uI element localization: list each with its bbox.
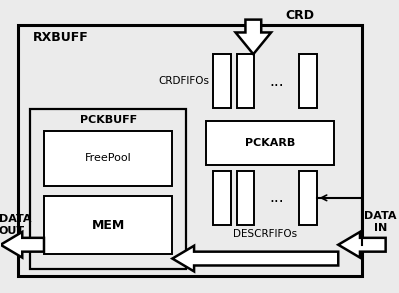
Bar [18,25,362,276]
Bar [206,121,334,165]
Text: DATA
OUT: DATA OUT [0,214,31,236]
Bar [213,171,231,225]
Bar [237,54,254,108]
Polygon shape [235,20,271,54]
Bar [30,110,186,270]
Text: ...: ... [269,74,284,89]
Text: PCKBUFF: PCKBUFF [80,115,137,125]
Bar [44,131,172,185]
Text: RXBUFF: RXBUFF [33,31,89,44]
Polygon shape [338,232,386,258]
Bar [237,171,254,225]
Text: DESCRFIFOs: DESCRFIFOs [233,229,297,239]
Polygon shape [172,246,338,271]
Text: ...: ... [269,190,284,205]
Text: FreePool: FreePool [85,153,132,163]
Bar [299,54,316,108]
Text: MEM: MEM [91,219,125,231]
Bar [44,196,172,254]
Text: DATA
IN: DATA IN [364,211,397,233]
Text: CRDFIFOs: CRDFIFOs [158,76,209,86]
Text: CRD: CRD [285,9,314,22]
Bar [213,54,231,108]
Bar [299,171,316,225]
Polygon shape [0,232,44,258]
Text: PCKARB: PCKARB [245,138,295,148]
